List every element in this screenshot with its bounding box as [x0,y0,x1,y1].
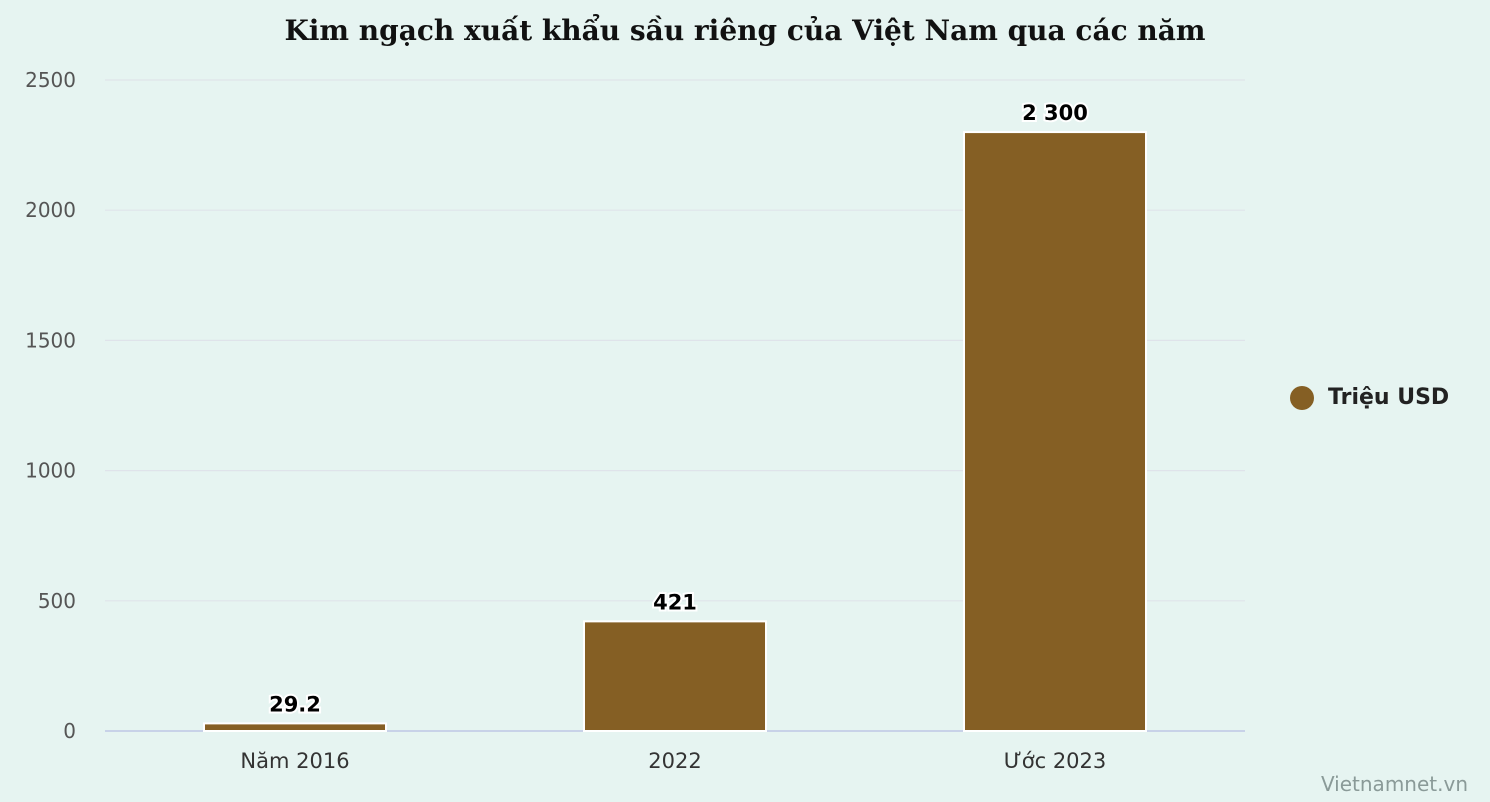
source-credit: Vietnamnet.vn [1320,772,1468,796]
legend[interactable]: Triệu USD [1290,385,1449,410]
bar [583,620,767,732]
bar [203,722,387,732]
y-tick-label: 2500 [25,68,76,92]
data-label: 29.2 [269,692,321,716]
legend-swatch [1290,385,1314,410]
legend-label: Triệu USD [1328,385,1450,410]
y-tick-label: 2000 [25,198,76,222]
x-tick-label: 2022 [648,749,701,773]
chart-title: Kim ngạch xuất khẩu sầu riêng của Việt N… [284,14,1206,47]
data-labels: 29.2 421 2 300 [267,99,1090,718]
data-label: 2 300 [1022,101,1088,125]
y-tick-label: 1500 [25,328,76,352]
y-tick-label: 0 [63,719,76,743]
bars [203,131,1147,732]
y-axis-ticks: 0 500 1000 1500 2000 2500 [25,68,76,743]
bar [963,131,1147,732]
y-tick-label: 1000 [25,459,76,483]
data-label: 421 [653,590,697,614]
y-tick-label: 500 [38,589,76,613]
x-tick-label: Năm 2016 [240,749,349,773]
x-tick-label: Ước 2023 [1004,749,1107,773]
x-axis-ticks: Năm 2016 2022 Ước 2023 [240,749,1106,773]
